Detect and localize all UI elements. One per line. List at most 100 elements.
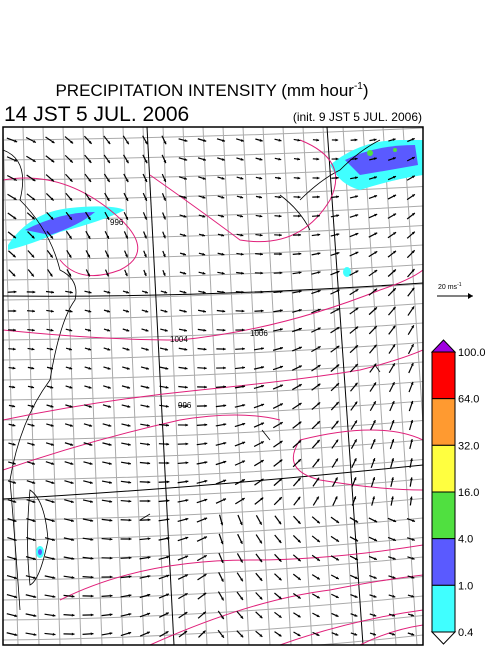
wind-arrow-head [260,309,264,313]
wind-arrow-head [106,235,109,239]
graticule-line [222,127,250,645]
graticule-line [312,634,423,645]
wind-arrow-head [240,252,244,256]
wind-arrow-head [144,235,147,239]
graticule-line [182,127,208,645]
wind-arrow-head [391,477,394,481]
wind-arrow-head [373,176,377,179]
wind-arrow-head [146,423,150,427]
wind-arrow-head [297,477,301,481]
graticule-line [282,127,313,645]
wind-arrow-head [183,271,187,275]
wind-arrow-head [184,328,187,332]
wind-arrow-head [222,309,226,313]
wind-arrow-head [147,461,151,465]
wind-arrow-head [147,480,151,484]
wind-arrow-head [12,273,16,277]
wind-arrow-head [410,400,414,404]
wind-arrow-head [184,347,188,351]
scale-sup: -1 [457,282,462,288]
wind-arrow-head [125,235,128,239]
wind-arrow-head [278,633,282,637]
wind-arrow-head [373,382,376,386]
wind-arrow-head [146,385,150,389]
scale-text: 20 ms [438,284,458,291]
wind-arrow-head [204,442,208,446]
wind-arrow-head [316,614,320,617]
wind-arrow-head [70,500,74,503]
wind-arrow-head [240,578,243,582]
wind-arrow-head [393,250,396,254]
wind-arrow-head [241,328,245,332]
graticule-line [3,244,423,261]
wind-arrow-head [51,500,55,503]
wind-arrow-head [107,386,111,389]
wind-arrow-head [51,159,55,163]
colorbar-band [431,444,456,493]
wind-arrow-head [336,252,340,255]
wind-arrow-head [163,197,166,201]
wind-arrow-head [278,558,282,562]
wind-arrow-head [279,271,283,275]
wind-arrow-head [109,594,113,598]
wind-arrow-head [336,308,340,312]
wind-arrow-head [240,634,244,638]
wind-arrow-head [392,325,396,329]
wind-arrow-head [166,555,170,559]
wind-arrow-head [162,272,166,276]
wind-arrow-head [223,423,227,426]
wind-arrow-head [108,405,112,408]
wind-arrow-head [13,216,17,219]
colorbar-top [430,339,457,353]
wind-arrow-head [220,522,224,526]
wind-arrow-head [13,290,17,294]
wind-arrow-head [240,615,244,619]
wind-arrow-head [259,214,263,218]
wind-arrow-head [392,138,396,142]
wind-arrow-head [32,178,36,182]
wind-arrow-head [145,309,149,313]
wind-arrow-head [51,140,55,144]
wind-arrow-head [125,160,129,164]
wind-arrow-head [126,366,130,370]
wind-arrow-head [336,289,340,293]
wind-arrow-head [109,537,113,541]
wind-arrow-head [126,290,130,294]
graticule-line [162,127,187,645]
wind-arrow-head [202,214,206,218]
wind-arrow-head [392,594,396,598]
wind-arrow-head [317,421,320,425]
wind-arrow-head [392,306,396,310]
wind-arrow-head [32,197,36,201]
wind-arrow-head [354,614,358,617]
wind-arrow-head [165,404,169,408]
wind-arrow-head [51,481,55,484]
wind-arrow-head [316,176,320,180]
wind-arrow-head [374,307,377,311]
colorbar-band [431,584,456,633]
wind-arrow-head [13,158,17,162]
wind-arrow-head [107,347,111,351]
wind-arrow-head [261,403,265,407]
map: 996 1004 1006 996 [2,126,424,646]
wind-arrow-head [240,214,244,218]
wind-arrow-head [146,404,150,408]
scale-arrow: 20 ms-1 [437,282,473,299]
wind-arrow-head [279,384,283,388]
wind-arrow-head [411,556,415,560]
wind-arrow-head [204,423,208,427]
wind-arrow-head [88,347,92,351]
wind-arrow-head [372,477,376,481]
wind-arrow-head [316,539,320,543]
graticule-line [3,615,423,641]
wind-arrow-head [316,458,320,462]
wind-arrow-head [184,385,188,389]
wind-arrow-head [298,365,302,369]
wind-arrow-head [203,328,207,332]
wind-arrow-head [391,382,395,386]
wind-arrow-head [335,458,338,462]
wind-arrow-head [278,521,282,525]
wind-arrow-head [69,404,73,408]
wind-arrow-head [260,328,264,332]
wind-arrow-head [242,422,246,426]
